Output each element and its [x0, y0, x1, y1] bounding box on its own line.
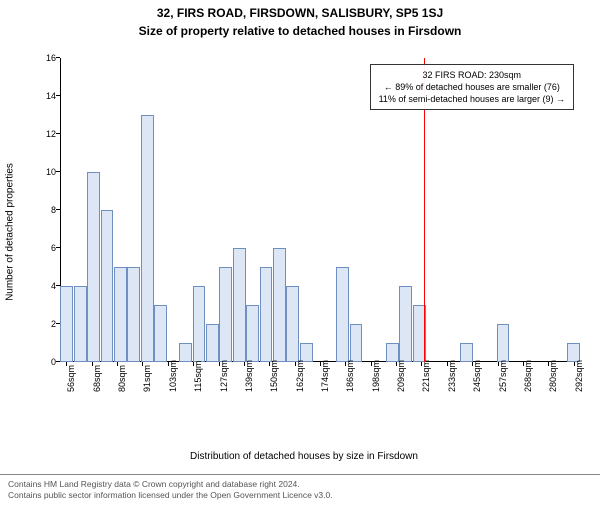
bar — [336, 267, 349, 362]
bar — [101, 210, 114, 362]
xtick-label: 162sqm — [295, 360, 305, 392]
ytick-mark — [56, 209, 60, 210]
xtick-label: 80sqm — [117, 365, 127, 392]
xtick-mark — [421, 362, 422, 366]
xtick-mark — [447, 362, 448, 366]
xtick-mark — [523, 362, 524, 366]
callout-box: 32 FIRS ROAD: 230sqm ← 89% of detached h… — [370, 64, 574, 110]
xtick-mark — [92, 362, 93, 366]
ytick-label: 2 — [32, 319, 56, 329]
xtick-mark — [117, 362, 118, 366]
xtick-label: 127sqm — [219, 360, 229, 392]
xtick-label: 91sqm — [142, 365, 152, 392]
bar — [74, 286, 87, 362]
xtick-label: 56sqm — [66, 365, 76, 392]
xtick-mark — [498, 362, 499, 366]
bar — [233, 248, 246, 362]
bar — [260, 267, 273, 362]
y-axis-label: Number of detached properties — [5, 163, 16, 301]
bar — [273, 248, 286, 362]
xtick-label: 186sqm — [345, 360, 355, 392]
ytick-label: 8 — [32, 205, 56, 215]
callout-line1: 32 FIRS ROAD: 230sqm — [379, 69, 565, 81]
xtick-label: 103sqm — [168, 360, 178, 392]
xtick-mark — [66, 362, 67, 366]
callout-line3: 11% of semi-detached houses are larger (… — [379, 93, 565, 105]
footer-line2: Contains public sector information licen… — [8, 490, 592, 501]
xtick-label: 198sqm — [371, 360, 381, 392]
bar — [286, 286, 299, 362]
xtick-mark — [219, 362, 220, 366]
xtick-label: 221sqm — [421, 360, 431, 392]
ytick-label: 4 — [32, 281, 56, 291]
bar — [246, 305, 259, 362]
xtick-mark — [371, 362, 372, 366]
xtick-mark — [574, 362, 575, 366]
xtick-label: 268sqm — [523, 360, 533, 392]
bar — [497, 324, 510, 362]
bar — [154, 305, 167, 362]
xtick-mark — [269, 362, 270, 366]
xtick-label: 139sqm — [244, 360, 254, 392]
subtitle: Size of property relative to detached ho… — [0, 24, 600, 38]
xtick-mark — [345, 362, 346, 366]
ytick-mark — [56, 323, 60, 324]
xtick-mark — [396, 362, 397, 366]
xtick-label: 115sqm — [193, 361, 203, 392]
xtick-label: 257sqm — [498, 360, 508, 392]
xtick-mark — [168, 362, 169, 366]
xtick-label: 280sqm — [548, 360, 558, 392]
ytick-label: 12 — [32, 129, 56, 139]
address-title: 32, FIRS ROAD, FIRSDOWN, SALISBURY, SP5 … — [0, 6, 600, 20]
ytick-label: 6 — [32, 243, 56, 253]
bar — [193, 286, 206, 362]
bar — [399, 286, 412, 362]
bar — [206, 324, 219, 362]
plot-region: 0246810121416 56sqm68sqm80sqm91sqm103sqm… — [60, 58, 580, 362]
bar — [127, 267, 140, 362]
xtick-mark — [193, 362, 194, 366]
xtick-mark — [295, 362, 296, 366]
xtick-mark — [548, 362, 549, 366]
ytick-label: 10 — [32, 167, 56, 177]
xtick-mark — [472, 362, 473, 366]
footer-line1: Contains HM Land Registry data © Crown c… — [8, 479, 592, 490]
bar — [141, 115, 154, 362]
ytick-mark — [56, 57, 60, 58]
xtick-label: 150sqm — [269, 360, 279, 392]
xtick-label: 174sqm — [320, 360, 330, 392]
xtick-label: 292sqm — [574, 360, 584, 392]
bar — [60, 286, 73, 362]
ytick-label: 0 — [32, 357, 56, 367]
xtick-label: 245sqm — [472, 360, 482, 392]
xtick-label: 233sqm — [447, 360, 457, 392]
x-axis-label: Distribution of detached houses by size … — [190, 451, 418, 462]
ytick-mark — [56, 133, 60, 134]
bar — [87, 172, 100, 362]
ytick-mark — [56, 361, 60, 362]
bar — [219, 267, 232, 362]
xtick-mark — [244, 362, 245, 366]
xtick-label: 68sqm — [92, 365, 102, 392]
ytick-label: 14 — [32, 91, 56, 101]
ytick-label: 16 — [32, 53, 56, 63]
xtick-label: 209sqm — [396, 360, 406, 392]
bar — [350, 324, 363, 362]
footer: Contains HM Land Registry data © Crown c… — [0, 474, 600, 506]
callout-line2: ← 89% of detached houses are smaller (76… — [379, 81, 565, 93]
chart-area: Number of detached properties 0246810121… — [24, 52, 584, 412]
ytick-mark — [56, 171, 60, 172]
ytick-mark — [56, 95, 60, 96]
bar — [114, 267, 127, 362]
xtick-mark — [142, 362, 143, 366]
ytick-mark — [56, 247, 60, 248]
xtick-mark — [320, 362, 321, 366]
ytick-mark — [56, 285, 60, 286]
bar — [179, 343, 192, 362]
